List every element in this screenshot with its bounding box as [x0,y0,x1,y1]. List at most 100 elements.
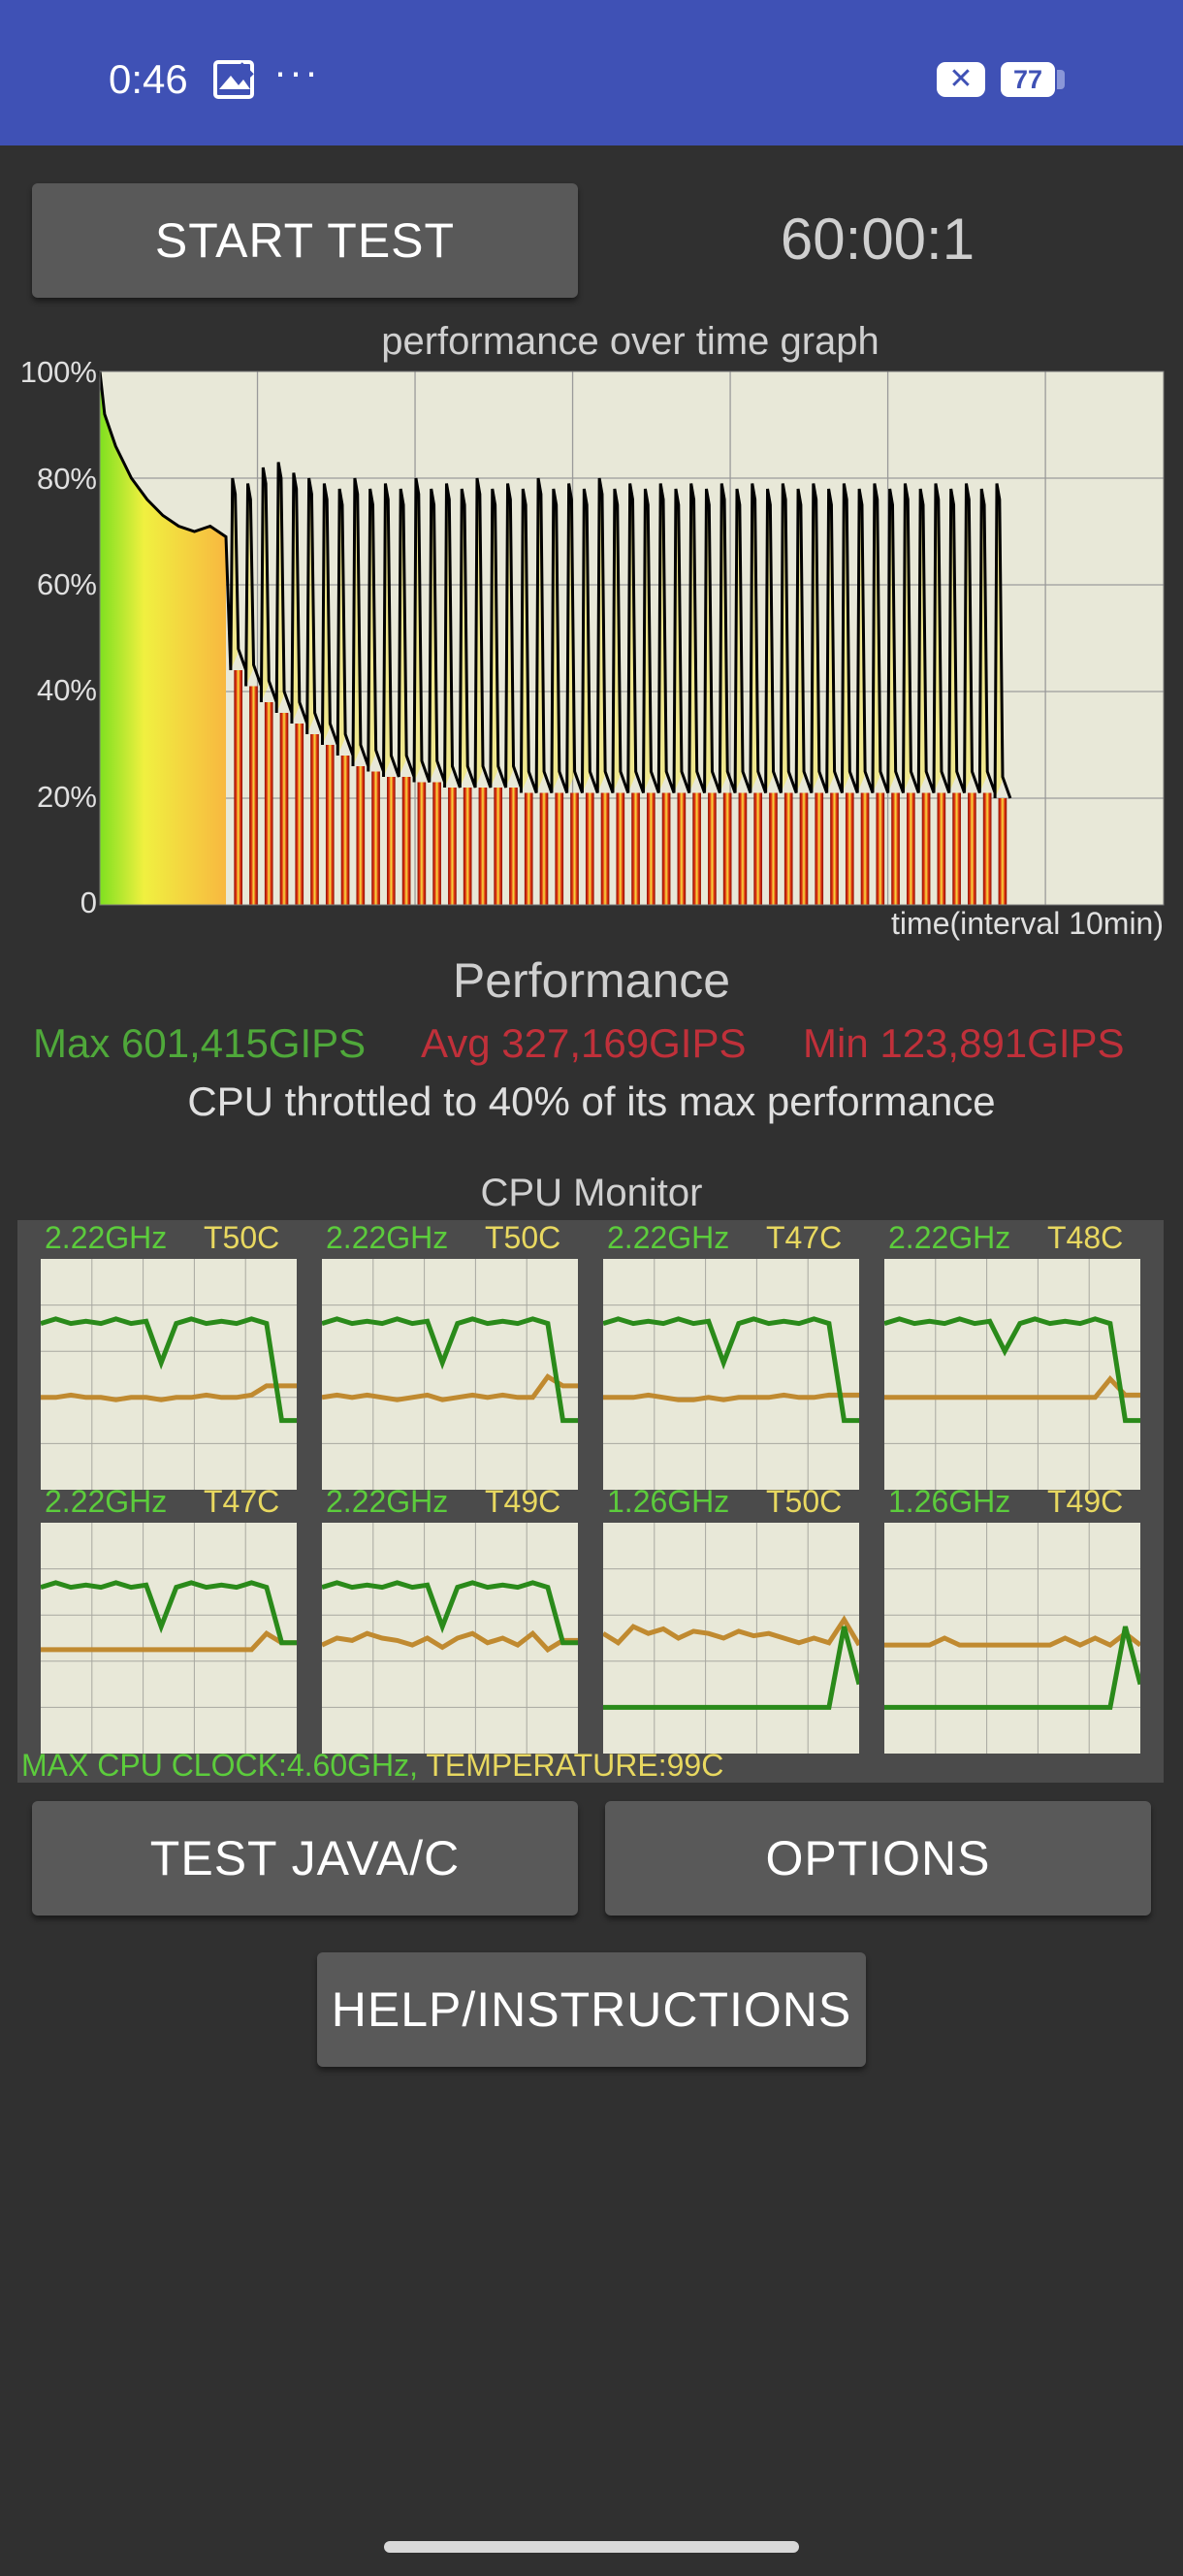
performance-bar [998,798,1007,905]
x-axis-label: time(interval 10min) [891,906,1164,941]
performance-bar [371,771,380,905]
performance-bar [906,792,915,905]
performance-bar [830,792,839,905]
performance-bar [968,792,976,905]
cpu-core-temperature: T47C [766,1220,843,1255]
performance-bar [600,792,610,905]
max-temperature: TEMPERATURE:99C [418,1748,724,1783]
cpu-core-graph [41,1523,297,1754]
throttle-message: CPU throttled to 40% of its max performa… [187,1079,996,1124]
battery-icon: 77 [1001,62,1055,97]
cpu-core-temperature: T48C [1047,1220,1124,1255]
performance-bar [509,788,518,905]
status-time: 0:46 [109,56,188,102]
performance-bar [401,777,411,905]
core-temperature-line [41,1383,297,1402]
performance-chart [98,370,1165,906]
cpu-core-temperature: T49C [1047,1484,1124,1519]
core-graph-background [603,1259,859,1490]
cpu-core-frequency: 2.22GHz [326,1484,449,1519]
performance-bar [249,686,258,905]
performance-bar [340,756,350,905]
performance-bar [356,766,366,905]
performance-bar [876,792,885,905]
performance-bar [799,792,809,905]
performance-bar [463,788,472,905]
cpu-core-graph [603,1259,859,1490]
core-frequency-line [603,1626,859,1710]
max-gips: Max 601,415GIPS [33,1020,367,1066]
help-instructions-button[interactable]: HELP/INSTRUCTIONS [317,1952,866,2067]
notification-dismiss-icon: ✕ [937,62,985,97]
options-button[interactable]: OPTIONS [605,1801,1151,1916]
home-indicator[interactable] [384,2541,799,2553]
performance-bar [585,792,594,905]
status-bar: 0:46 ··· ✕ 77 [0,0,1183,145]
performance-bar [616,792,625,905]
cpu-core-graph [322,1259,578,1490]
core-graph-background [884,1523,1140,1754]
performance-bar [769,792,778,905]
test-java-c-button[interactable]: TEST JAVA/C [32,1801,578,1916]
performance-bar [722,792,732,905]
y-tick-label: 0 [80,886,97,919]
performance-bar [264,702,273,905]
cpu-monitor-footer: MAX CPU CLOCK:4.60GHz, TEMPERATURE:99C [21,1748,723,1784]
performance-bar [555,792,564,905]
cpu-core-graph [322,1523,578,1754]
performance-bar [661,792,671,905]
cpu-core-frequency: 2.22GHz [607,1220,730,1255]
cpu-core-temperature: T50C [204,1220,280,1255]
test-timer: 60:00:1 [780,207,975,272]
cpu-core-temperature: T50C [766,1484,843,1519]
performance-bar [952,792,961,905]
performance-bar [692,792,701,905]
core-temperature-line [884,1630,1140,1648]
min-gips: Min 123,891GIPS [803,1020,1125,1066]
performance-bar [325,745,335,905]
y-tick-label: 60% [36,567,97,601]
cpu-core-frequency: 2.22GHz [326,1220,449,1255]
y-tick-label: 40% [36,673,97,707]
performance-bar [387,777,396,905]
performance-bar [478,788,488,905]
core-frequency-line [322,1580,578,1646]
performance-bar [937,792,946,905]
y-tick-label: 100% [19,355,97,389]
cpu-core-frequency: 2.22GHz [888,1220,1011,1255]
performance-bar [295,724,304,905]
performance-bar [646,792,655,905]
core-frequency-line [322,1316,578,1424]
cpu-core-temperature: T50C [485,1220,561,1255]
core-frequency-line [603,1316,859,1424]
performance-bar [845,792,854,905]
plot-border [99,370,1165,906]
performance-bar [494,788,503,905]
core-temperature-line [41,1629,297,1653]
cpu-core-frequency: 2.22GHz [45,1484,168,1519]
more-notifications-icon: ··· [273,48,320,94]
core-graph-background [41,1259,297,1490]
performance-bar [432,782,441,905]
performance-bar [417,782,427,905]
performance-bar [921,792,931,905]
cpu-core-frequency: 2.22GHz [45,1220,168,1255]
core-frequency-line [884,1316,1140,1424]
performance-bar [815,792,824,905]
cpu-core-graph [884,1259,1140,1490]
start-test-button[interactable]: START TEST [32,183,578,298]
cpu-core-frequency: 1.26GHz [607,1484,730,1519]
avg-gips: Avg 327,169GIPS [421,1020,747,1066]
performance-area-initial [100,371,227,905]
performance-bar [539,792,549,905]
cpu-core-frequency: 1.26GHz [888,1484,1011,1519]
performance-bar [631,792,640,905]
performance-bar [279,713,289,905]
core-frequency-line [41,1580,297,1646]
cpu-core-temperature: T47C [204,1484,280,1519]
image-icon [213,60,254,99]
performance-bar [310,734,319,905]
cpu-core-graph [41,1259,297,1490]
performance-bar [524,792,533,905]
performance-bar [891,792,900,905]
